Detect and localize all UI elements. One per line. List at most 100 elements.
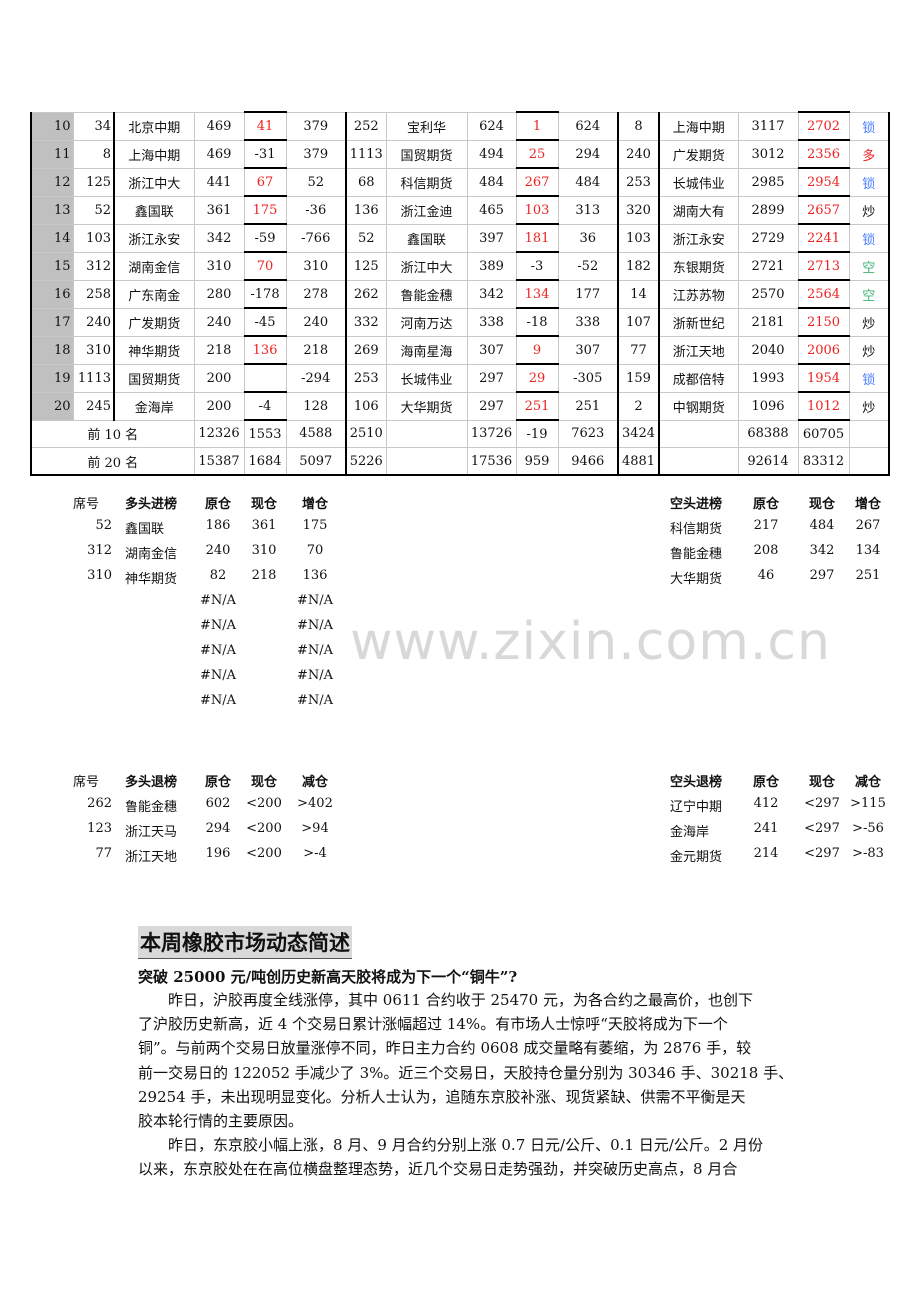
table-cell: 262 (345, 279, 387, 309)
table-cell: 240 (193, 307, 245, 337)
list-cell: #N/A (296, 593, 334, 608)
list-cell: 浙江天马 (125, 825, 178, 840)
table-cell: 11 (30, 139, 74, 169)
table-cell: 441 (193, 167, 245, 197)
table-cell: 成都倍特 (658, 363, 739, 393)
table-row: 20 245 金海岸 200 -4 128 106 大华期货 297 251 251 2 中钢期货 109… (30, 391, 890, 421)
list-cell: 浙江天地 (125, 850, 178, 865)
table-cell: 252 (345, 111, 387, 141)
table-cell: 空 (848, 279, 890, 309)
table-cell: 8 (617, 111, 660, 141)
table-cell: 332 (345, 307, 387, 337)
list-cell: 175 (302, 518, 328, 533)
table-cell: 267 (515, 167, 559, 197)
totals-cell (848, 447, 890, 476)
table-cell: 103 (515, 195, 559, 225)
column-header: 减仓 (301, 775, 328, 790)
table-cell: 77 (617, 335, 660, 365)
table-cell: 41 (243, 111, 287, 141)
column-header: 原仓 (204, 497, 231, 512)
list-cell: #N/A (199, 668, 237, 683)
list-cell: 186 (205, 518, 231, 533)
totals-cell: 17536 (466, 447, 517, 476)
table-cell: 2985 (737, 167, 799, 197)
totals-cell: 5226 (345, 447, 387, 476)
totals-cell: 60705 (797, 419, 850, 448)
list-cell: 136 (302, 568, 328, 583)
table-cell: 2702 (797, 111, 850, 141)
table-cell: 52 (72, 195, 115, 225)
paragraph-2: 昨日，东京胶小幅上涨，8 月、9 月合约分别上涨 0.7 日元/公斤、0.1 日… (138, 1133, 798, 1181)
totals-cell (848, 419, 890, 448)
column-header: 原仓 (752, 775, 779, 790)
table-cell: 34 (72, 111, 115, 141)
table-cell: 国贸期货 (385, 139, 468, 169)
table-cell: 上海中期 (113, 139, 195, 169)
column-header: 席号 (73, 775, 100, 790)
totals-cell: -19 (515, 419, 559, 448)
table-cell: -3 (515, 251, 559, 281)
table-cell: 8 (72, 139, 115, 169)
table-cell: 107 (617, 307, 660, 337)
text-line: 昨日，东京胶小幅上涨，8 月、9 月合约分别上涨 0.7 日元/公斤、0.1 日… (138, 1136, 764, 1155)
list-cell: 241 (753, 821, 779, 836)
table-cell: 465 (466, 195, 517, 225)
table-cell: 浙江永安 (113, 223, 195, 253)
list-cell: <200 (246, 796, 282, 811)
table-cell: 国贸期货 (113, 363, 195, 393)
list-cell: 297 (809, 568, 835, 583)
list-cell: >94 (301, 821, 329, 836)
totals-cell: 3424 (617, 419, 660, 448)
table-cell: 2954 (797, 167, 850, 197)
table-cell: 342 (466, 279, 517, 309)
table-cell: 1993 (737, 363, 799, 393)
table-cell: 258 (72, 279, 115, 309)
totals-cell (658, 447, 739, 476)
totals-cell: 前 20 名 (30, 447, 195, 476)
totals-cell (658, 419, 739, 448)
table-cell: 106 (345, 391, 387, 421)
table-cell: 240 (617, 139, 660, 169)
list-cell: >-56 (852, 821, 884, 836)
totals-row: 前 10 名 12326 1553 4588 2510 13726 -19 7623 3424 6… (30, 419, 890, 448)
table-cell: 锁 (848, 111, 890, 141)
table-cell: 14 (617, 279, 660, 309)
table-cell: 159 (617, 363, 660, 393)
table-cell: 锁 (848, 223, 890, 253)
article-subtitle: 突破 25000 元/吨创历史新高天胶将成为下一个“铜牛”? (138, 968, 518, 986)
table-cell: 浙江永安 (658, 223, 739, 253)
totals-cell: 68388 (737, 419, 799, 448)
column-header: 现仓 (250, 497, 277, 512)
table-cell: 大华期货 (385, 391, 468, 421)
table-cell: 宝利华 (385, 111, 468, 141)
table-cell: 2356 (797, 139, 850, 169)
table-cell: 3117 (737, 111, 799, 141)
totals-cell: 92614 (737, 447, 799, 476)
list-cell: 46 (757, 568, 775, 583)
table-cell: -294 (285, 363, 347, 393)
list-cell: <297 (804, 796, 840, 811)
table-row: 12 125 浙江中大 441 67 52 68 科信期货 484 267 484 253 长城伟业 29… (30, 167, 890, 197)
table-cell: 10 (30, 111, 74, 141)
table-cell: 294 (557, 139, 619, 169)
list-cell: 312 (87, 543, 112, 558)
column-header: 增仓 (301, 497, 328, 512)
list-cell: 鲁能金穗 (125, 800, 178, 815)
table-cell: 炒 (848, 335, 890, 365)
table-cell: 2721 (737, 251, 799, 281)
table-cell: 297 (466, 363, 517, 393)
table-cell: 炒 (848, 391, 890, 421)
table-cell: 361 (193, 195, 245, 225)
table-cell: 379 (285, 111, 347, 141)
list-cell: 134 (855, 543, 881, 558)
table-cell: -59 (243, 223, 287, 253)
table-row: 11 8 上海中期 469 -31 379 1113 国贸期货 494 25 294 240 广发期货 3… (30, 139, 890, 169)
table-cell: 253 (345, 363, 387, 393)
list-cell: >-4 (303, 846, 327, 861)
table-cell: 2150 (797, 307, 850, 337)
table-cell: 70 (243, 251, 287, 281)
table-cell: 342 (193, 223, 245, 253)
column-header: 多头进榜 (125, 497, 178, 512)
table-cell: 310 (72, 335, 115, 365)
table-cell: 炒 (848, 195, 890, 225)
